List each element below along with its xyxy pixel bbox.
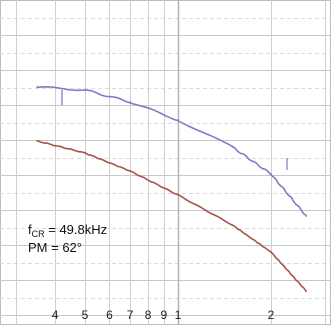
phase-margin-label: PM = 62° [28, 240, 82, 255]
gain-point [36, 86, 38, 88]
series-group [36, 85, 308, 292]
gain-point [177, 119, 179, 121]
x-tick-label: 1 [175, 308, 182, 322]
gain-point [84, 89, 86, 91]
x-tick-label: 2 [268, 308, 275, 322]
x-tick-label: 6 [106, 308, 113, 322]
x-tick-label: 5 [82, 308, 89, 322]
gain-point [231, 146, 234, 148]
phase-point [305, 290, 308, 292]
phase-point [177, 194, 179, 196]
x-tick-label: 4 [52, 308, 59, 322]
gain-point [305, 215, 308, 217]
phase-point [84, 152, 86, 154]
gain-point [129, 101, 132, 103]
gain-point [270, 173, 272, 175]
x-tick-label: 7 [127, 308, 134, 322]
phase-point [231, 224, 234, 226]
phase-point [270, 251, 272, 253]
x-tick-label: 8 [145, 308, 152, 322]
crossover-frequency-label: fCR = 49.8kHz [28, 222, 108, 239]
x-tick-label: 9 [161, 308, 168, 322]
phase-point [129, 170, 132, 172]
phase-point [36, 140, 38, 142]
